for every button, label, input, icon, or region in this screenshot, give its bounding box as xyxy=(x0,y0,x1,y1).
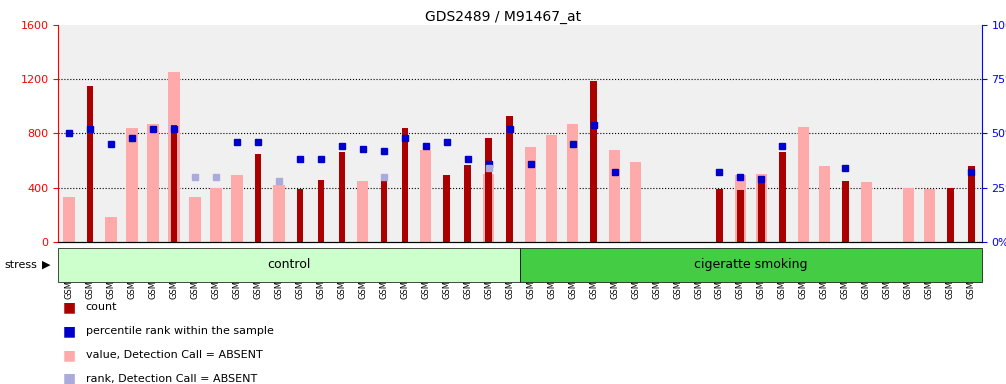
Text: GDS2489 / M91467_at: GDS2489 / M91467_at xyxy=(425,10,581,23)
Bar xyxy=(380,178,387,242)
Bar xyxy=(231,175,242,242)
Bar xyxy=(924,189,936,242)
Bar xyxy=(759,182,765,242)
Bar xyxy=(566,124,578,242)
Text: ▶: ▶ xyxy=(42,260,50,270)
Bar xyxy=(483,174,494,242)
Text: rank, Detection Call = ABSENT: rank, Detection Call = ABSENT xyxy=(86,374,257,384)
Bar xyxy=(798,127,809,242)
Text: ■: ■ xyxy=(62,372,75,384)
Bar xyxy=(420,150,432,242)
Bar xyxy=(861,182,872,242)
Text: stress: stress xyxy=(4,260,37,270)
Bar xyxy=(171,125,177,242)
Bar xyxy=(87,86,93,242)
Bar xyxy=(506,116,513,242)
Bar xyxy=(546,135,557,242)
Bar xyxy=(189,197,200,242)
Text: value, Detection Call = ABSENT: value, Detection Call = ABSENT xyxy=(86,350,263,360)
Bar xyxy=(716,189,722,242)
FancyBboxPatch shape xyxy=(520,248,982,282)
Bar xyxy=(444,175,450,242)
Bar xyxy=(591,81,597,242)
Bar xyxy=(465,165,471,242)
Bar xyxy=(819,166,830,242)
Text: cigeratte smoking: cigeratte smoking xyxy=(694,258,808,271)
Text: ■: ■ xyxy=(62,324,75,338)
Bar xyxy=(401,128,407,242)
Text: ■: ■ xyxy=(62,300,75,314)
Bar xyxy=(737,190,743,242)
Bar xyxy=(734,175,746,242)
Bar xyxy=(255,154,261,242)
Bar xyxy=(318,180,324,242)
Bar xyxy=(630,162,641,242)
Bar xyxy=(297,189,303,242)
Bar xyxy=(842,181,849,242)
Bar xyxy=(357,181,368,242)
Bar xyxy=(609,150,621,242)
Text: count: count xyxy=(86,302,117,312)
Text: ■: ■ xyxy=(62,348,75,362)
Bar xyxy=(525,147,536,242)
Bar xyxy=(486,137,492,242)
Bar xyxy=(147,124,159,242)
Bar xyxy=(756,174,768,242)
Bar xyxy=(63,197,74,242)
Bar xyxy=(126,128,138,242)
FancyBboxPatch shape xyxy=(58,248,520,282)
Bar xyxy=(902,188,914,242)
Bar xyxy=(780,152,786,242)
Bar xyxy=(968,166,975,242)
Bar xyxy=(339,152,345,242)
Text: percentile rank within the sample: percentile rank within the sample xyxy=(86,326,274,336)
Bar xyxy=(105,217,117,242)
Text: control: control xyxy=(268,258,311,271)
Bar xyxy=(948,188,954,242)
Bar xyxy=(273,185,285,242)
Bar xyxy=(168,73,179,242)
Bar xyxy=(210,188,221,242)
